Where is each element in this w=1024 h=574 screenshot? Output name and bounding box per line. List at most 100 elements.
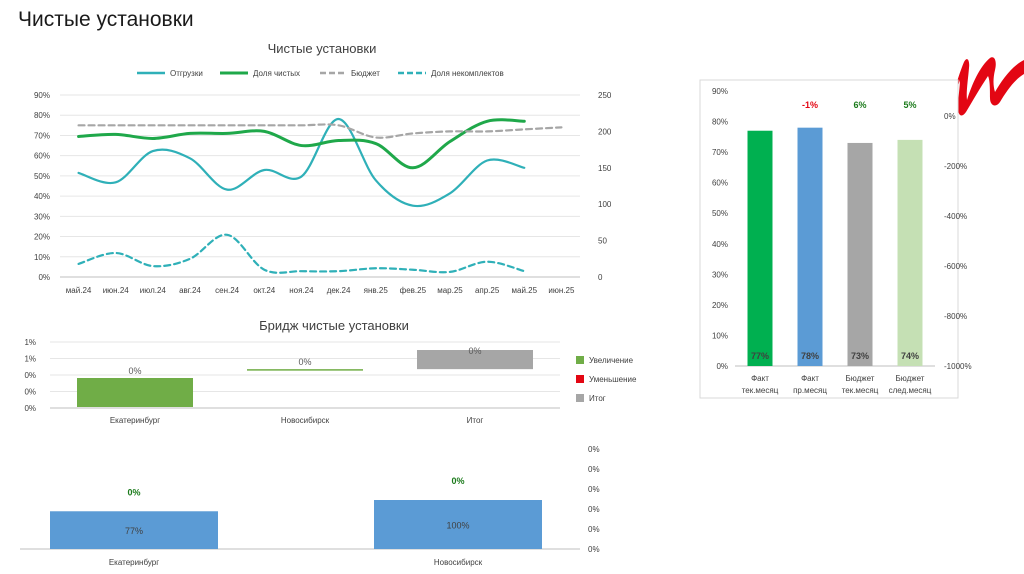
right-tick-label: 0% xyxy=(588,465,600,474)
right-tick-label: 100 xyxy=(598,200,612,209)
legend-swatch xyxy=(576,356,584,364)
bridge-bar xyxy=(77,378,193,407)
x-axis-ticks: май.24 июн.24 июл.24 авг.24 сен.24 окт.24 ноя.… xyxy=(66,286,575,295)
left-tick-label: 0% xyxy=(38,273,50,282)
delta-label: 5% xyxy=(903,100,916,110)
left-tick-label: 30% xyxy=(712,270,728,279)
right-tick-label: -800% xyxy=(944,312,967,321)
chart-title: Бридж чистые установки xyxy=(259,318,409,333)
x-tick-label: авг.24 xyxy=(179,286,201,295)
bridge-bar xyxy=(417,350,533,370)
left-tick-label: 60% xyxy=(712,179,728,188)
net-installs-line-chart: Чистые установки Отгрузки Доля чистых Бю… xyxy=(34,41,612,295)
right-axis-ticks: 0 50 100 150 200 250 xyxy=(598,91,612,282)
y-axis-ticks: 1% 1% 0% 0% 0% xyxy=(24,338,36,413)
series-line-budget xyxy=(77,123,563,139)
right-tick-label: 200 xyxy=(598,127,612,136)
right-tick-label: 50 xyxy=(598,237,607,246)
left-tick-label: 0% xyxy=(716,362,728,371)
right-tick-label: 150 xyxy=(598,164,612,173)
page-title: Чистые установки xyxy=(18,8,194,31)
y-tick-label: 1% xyxy=(24,355,36,364)
right-tick-label: 0% xyxy=(588,445,600,454)
series-line-shipments xyxy=(77,117,526,208)
x-tick-label-line1: Факт xyxy=(801,374,819,383)
x-tick-label: июл.24 xyxy=(140,286,167,295)
bar-value-label: 74% xyxy=(901,351,919,361)
x-tick-label: Новосибирск xyxy=(434,558,483,567)
legend-label-shipments: Отгрузки xyxy=(170,69,203,78)
right-axis-ticks: 0% 0% 0% 0% 0% 0% xyxy=(588,445,600,554)
legend-swatch xyxy=(576,394,584,402)
x-tick-label: май.24 xyxy=(66,286,92,295)
bar-value-label: 0% xyxy=(298,357,311,367)
city-bar xyxy=(374,500,542,549)
chart-bars: 0% 0% 0% xyxy=(77,346,533,407)
x-tick-label-line2: тек.месяц xyxy=(742,386,779,395)
left-axis-ticks: 0% 10% 20% 30% 40% 50% 60% 70% 80% 90% xyxy=(712,87,728,371)
chart-legend: Отгрузки Доля чистых Бюджет Доля некомпл… xyxy=(137,69,504,78)
bar-value-label: 73% xyxy=(851,351,869,361)
right-tick-label: -200% xyxy=(944,162,967,171)
x-tick-label: фев.25 xyxy=(400,286,427,295)
bridge-bar xyxy=(247,369,363,371)
left-tick-label: 80% xyxy=(712,118,728,127)
legend-label: Итог xyxy=(589,394,606,403)
x-tick-label: Екатеринбург xyxy=(110,416,160,425)
right-tick-label: 0% xyxy=(944,112,956,121)
left-tick-label: 30% xyxy=(34,212,50,221)
y-tick-label: 0% xyxy=(24,404,36,413)
legend-swatch xyxy=(576,375,584,383)
left-tick-label: 10% xyxy=(34,253,50,262)
legend-label: Увеличение xyxy=(589,356,634,365)
x-tick-label: май.25 xyxy=(512,286,538,295)
legend-label-net-share: Доля чистых xyxy=(253,69,300,78)
left-tick-label: 80% xyxy=(34,111,50,120)
right-tick-label: 0% xyxy=(588,545,600,554)
legend-label: Уменьшение xyxy=(589,375,637,384)
brand-logo-icon xyxy=(944,57,1024,118)
x-tick-label: Итог xyxy=(467,416,484,425)
bar-top-label: 0% xyxy=(451,476,464,486)
right-tick-label: -400% xyxy=(944,212,967,221)
delta-labels: -1% 6% 5% xyxy=(802,100,917,110)
x-tick-label: сен.24 xyxy=(215,286,240,295)
x-tick-label: Новосибирск xyxy=(281,416,330,425)
left-tick-label: 70% xyxy=(712,148,728,157)
left-tick-label: 10% xyxy=(712,331,728,340)
left-tick-label: 90% xyxy=(712,87,728,96)
x-tick-label-line2: след.месяц xyxy=(889,386,932,395)
legend-label-incomplete-share: Доля некомплектов xyxy=(431,69,504,78)
right-tick-label: 0% xyxy=(588,485,600,494)
left-tick-label: 50% xyxy=(712,209,728,218)
x-tick-label: окт.24 xyxy=(253,286,275,295)
right-tick-label: 250 xyxy=(598,91,612,100)
x-axis-ticks: Екатеринбург Новосибирск Итог xyxy=(110,416,484,425)
right-tick-label: 0% xyxy=(588,525,600,534)
left-tick-label: 70% xyxy=(34,131,50,140)
x-tick-label-line1: Бюджет xyxy=(846,374,875,383)
left-tick-label: 60% xyxy=(34,152,50,161)
x-tick-label-line1: Факт xyxy=(751,374,769,383)
chart-title: Чистые установки xyxy=(268,41,377,56)
left-tick-label: 50% xyxy=(34,172,50,181)
y-tick-label: 1% xyxy=(24,338,36,347)
bar-value-label: 78% xyxy=(801,351,819,361)
x-axis-ticks: Факт тек.месяц Факт пр.месяц Бюджет тек.месяц… xyxy=(742,374,932,395)
chart-legend: Увеличение Уменьшение Итог xyxy=(576,356,637,403)
x-tick-label: мар.25 xyxy=(437,286,463,295)
x-tick-label: июн.25 xyxy=(548,286,575,295)
bar-value-label: 0% xyxy=(468,346,481,356)
right-tick-label: -600% xyxy=(944,262,967,271)
right-tick-label: 0% xyxy=(588,505,600,514)
chart-series xyxy=(77,117,563,274)
city-share-bar-chart: 77%0%100%0% Екатеринбург Новосибирск 0%0%… xyxy=(20,445,600,567)
left-tick-label: 40% xyxy=(712,240,728,249)
left-tick-label: 90% xyxy=(34,91,50,100)
fact-vs-budget-panel: 0% 10% 20% 30% 40% 50% 60% 70% 80% 90% 0% -200% -40… xyxy=(699,79,972,399)
bar-value-label: 100% xyxy=(446,521,469,531)
right-tick-label: -1000% xyxy=(944,362,972,371)
net-installs-bridge-chart: Бридж чистые установки 1%1%0%0%0% 0%0%0%… xyxy=(24,318,637,425)
bar-top-label: 0% xyxy=(127,487,140,497)
